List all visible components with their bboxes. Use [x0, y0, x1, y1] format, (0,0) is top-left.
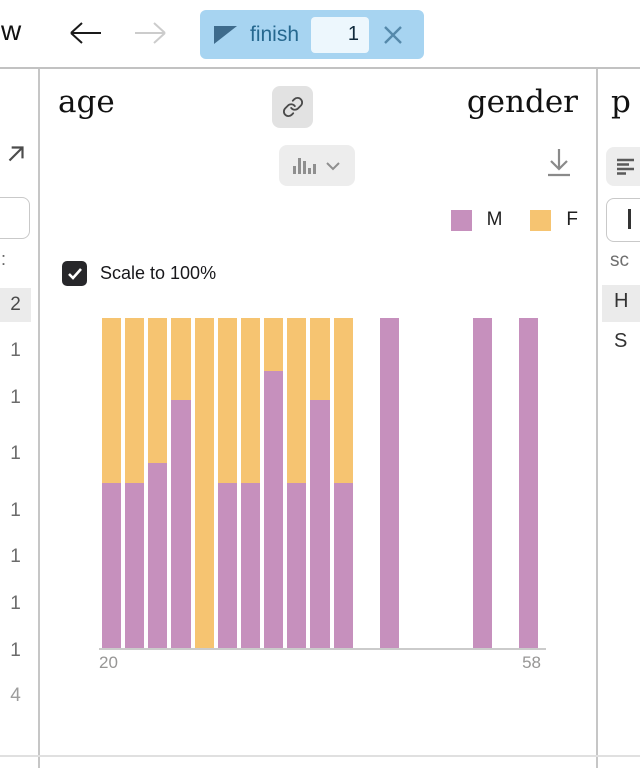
- clipped-value: S: [614, 330, 628, 352]
- legend-swatch-icon: [530, 209, 552, 231]
- clipped-count-cell: 1: [10, 500, 21, 521]
- arrow-up-right-icon[interactable]: [3, 141, 29, 167]
- bar-segment-F[interactable]: [310, 318, 330, 400]
- clipped-count-cell: 2: [0, 288, 31, 322]
- download-icon[interactable]: [544, 146, 574, 182]
- bar-segment-F[interactable]: [217, 318, 237, 483]
- forward-arrow-icon[interactable]: [131, 19, 169, 47]
- bar-segment-M[interactable]: [148, 463, 168, 648]
- search-match-pill[interactable]: finish: [200, 10, 424, 59]
- histogram-icon: [293, 157, 316, 174]
- bar-segment-M[interactable]: [287, 483, 307, 648]
- legend-label: M: [486, 209, 503, 230]
- bar-segment-F[interactable]: [333, 318, 353, 483]
- clipped-count-cell: 1: [10, 387, 21, 408]
- bar-segment-M[interactable]: [379, 318, 400, 648]
- flag-icon: [214, 25, 237, 44]
- clipped-column-header: p: [611, 84, 631, 120]
- legend-item[interactable]: M: [450, 209, 503, 231]
- highlighted-value-row[interactable]: [602, 285, 640, 322]
- bar-segment-M[interactable]: [333, 483, 353, 648]
- bar-segment-M[interactable]: [518, 318, 538, 648]
- bar-segment-M[interactable]: [310, 400, 330, 648]
- scale-checkbox[interactable]: [62, 261, 87, 286]
- close-icon[interactable]: [381, 23, 405, 47]
- clipped-text-fragment: :: [1, 249, 7, 269]
- legend-swatch-icon: [450, 209, 472, 231]
- chart-type-dropdown[interactable]: [279, 145, 355, 186]
- chevron-down-icon: [326, 161, 340, 170]
- list-type-button[interactable]: [606, 147, 640, 186]
- top-bar: w finish: [0, 0, 640, 69]
- check-icon: [67, 268, 82, 280]
- clipped-word-fragment: w: [1, 15, 22, 46]
- bar-segment-M[interactable]: [472, 318, 492, 648]
- bar-segment-F[interactable]: [287, 318, 307, 483]
- bar-segment-F[interactable]: [240, 318, 261, 483]
- bar-segment-M[interactable]: [171, 400, 191, 648]
- bar-segment-M[interactable]: [217, 483, 237, 648]
- link-columns-button[interactable]: [272, 86, 313, 128]
- panel-divider-left: [38, 69, 40, 768]
- bar-segment-M[interactable]: [102, 483, 122, 648]
- clipped-search-input[interactable]: [606, 198, 640, 242]
- bar-segment-F[interactable]: [125, 318, 145, 483]
- bar-segment-M[interactable]: [125, 483, 145, 648]
- link-icon: [282, 96, 303, 118]
- bar-segment-F[interactable]: [194, 318, 214, 648]
- x-tick-max: 58: [522, 653, 541, 672]
- row-divider: [0, 755, 640, 757]
- back-arrow-icon[interactable]: [67, 19, 105, 47]
- clipped-count-cell: 1: [10, 443, 21, 464]
- clipped-count-cell: 1: [10, 640, 21, 661]
- match-count-input[interactable]: [311, 16, 370, 53]
- clipped-label-fragment: sc: [610, 250, 629, 271]
- x-axis-line: [99, 648, 546, 650]
- bar-segment-M[interactable]: [264, 371, 284, 648]
- bar-segment-F[interactable]: [171, 318, 191, 400]
- clipped-count-cell: 1: [10, 546, 21, 567]
- legend-item[interactable]: F: [530, 209, 578, 231]
- legend-label: F: [566, 209, 578, 230]
- bar-segment-M[interactable]: [240, 483, 261, 648]
- clipped-count-cell: 1: [10, 593, 21, 614]
- x-tick-min: 20: [99, 653, 118, 672]
- bar-segment-F[interactable]: [148, 318, 168, 463]
- clipped-input-left[interactable]: [0, 197, 30, 239]
- clipped-input-text: [628, 209, 631, 229]
- clipped-value: H: [614, 290, 629, 312]
- list-icon: [617, 158, 634, 175]
- bar-segment-F[interactable]: [102, 318, 122, 483]
- scale-checkbox-row[interactable]: Scale to 100%: [62, 261, 216, 286]
- bar-segment-F[interactable]: [264, 318, 284, 371]
- column-header-age: age: [58, 84, 115, 120]
- age-histogram[interactable]: [100, 318, 540, 648]
- scale-checkbox-label: Scale to 100%: [100, 263, 217, 283]
- search-query-text: finish: [250, 22, 300, 46]
- clipped-count-cell: 1: [10, 340, 21, 361]
- panel-divider-right: [596, 69, 598, 768]
- clipped-count-cell: 4: [10, 685, 21, 706]
- column-header-gender: gender: [466, 84, 578, 120]
